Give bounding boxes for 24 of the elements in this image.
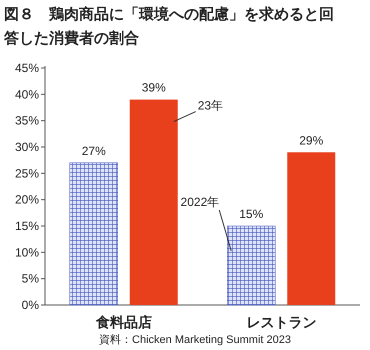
y-tick-label: 35% — [14, 114, 40, 128]
bar — [227, 226, 276, 306]
y-tick-label: 25% — [14, 166, 40, 180]
x-tick-label: 食料品店 — [94, 314, 152, 330]
series-label: 2022年 — [180, 195, 220, 209]
y-tick-label: 5% — [22, 272, 40, 286]
x-tick-label: レストラン — [246, 314, 316, 330]
y-tick-label: 20% — [14, 192, 40, 207]
chart-title: 図８ 鶏肉商品に「環境への配慮」を求めると回答した消費者の割合 — [4, 4, 334, 49]
y-tick-label: 45% — [14, 61, 40, 75]
data-label: 15% — [239, 207, 264, 221]
data-label: 29% — [299, 133, 324, 148]
y-tick-label: 40% — [14, 87, 40, 102]
bar — [130, 100, 178, 305]
y-tick-label: 30% — [14, 140, 40, 154]
y-tick-label: 15% — [14, 219, 40, 233]
data-label: 27% — [82, 144, 106, 158]
text: 資料：Chicken Marketing Summit 2023 — [99, 333, 291, 346]
y-tick-label: 0% — [22, 298, 40, 312]
y-tick-label: 10% — [14, 245, 40, 260]
data-label: 39% — [142, 80, 166, 95]
series-label: 23年 — [198, 98, 224, 113]
bar — [287, 152, 336, 305]
bar — [70, 162, 118, 306]
